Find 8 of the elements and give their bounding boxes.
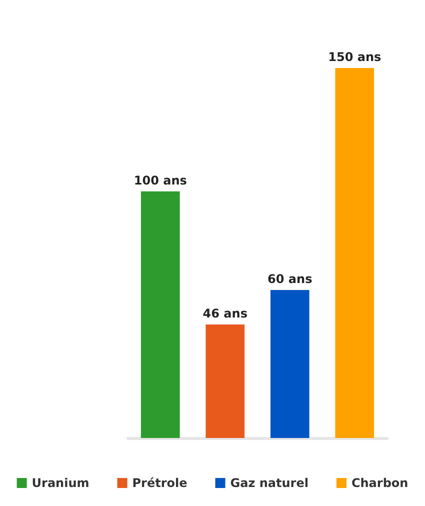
- legend-label: Prétrole: [132, 476, 188, 490]
- data-label: 46 ans: [202, 306, 248, 321]
- data-label: 100 ans: [134, 173, 187, 188]
- legend-label: Charbon: [351, 476, 408, 490]
- legend-label: Gaz naturel: [230, 476, 308, 490]
- legend-label: Uranium: [32, 476, 90, 490]
- data-label: 60 ans: [268, 272, 312, 286]
- data-label: 150 ans: [328, 50, 382, 64]
